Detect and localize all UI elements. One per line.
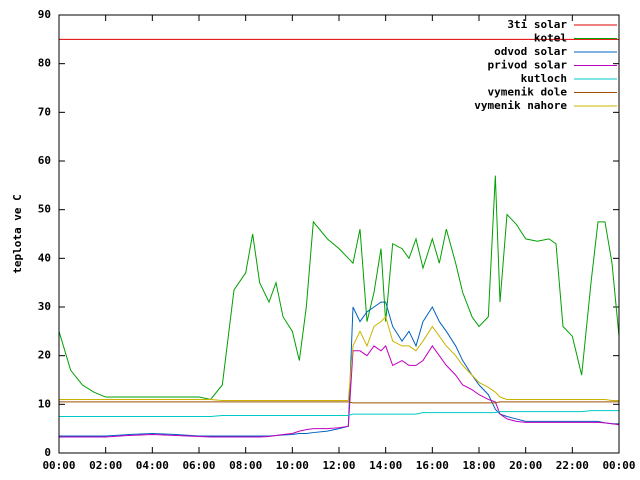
y-axis-label: teplota ve C <box>11 194 24 273</box>
x-tick-label: 04:00 <box>136 459 169 472</box>
y-tick-label: 60 <box>38 154 51 167</box>
y-tick-label: 40 <box>38 251 51 264</box>
y-tick-label: 10 <box>38 397 51 410</box>
y-tick-label: 30 <box>38 300 51 313</box>
x-tick-label: 10:00 <box>276 459 309 472</box>
legend-label: kutloch <box>521 72 567 85</box>
x-tick-label: 00:00 <box>42 459 75 472</box>
y-tick-label: 90 <box>38 8 51 21</box>
x-tick-label: 18:00 <box>462 459 495 472</box>
y-tick-label: 20 <box>38 349 51 362</box>
x-tick-label: 08:00 <box>229 459 262 472</box>
x-tick-label: 22:00 <box>556 459 589 472</box>
legend-label: kotel <box>534 32 567 45</box>
series-line <box>59 345 620 438</box>
x-tick-label: 14:00 <box>369 459 402 472</box>
y-tick-label: 50 <box>38 203 51 216</box>
series-line <box>59 315 619 401</box>
x-tick-label: 16:00 <box>416 459 449 472</box>
legend-label: odvod solar <box>494 45 567 58</box>
legend-label: vymenik dole <box>488 86 568 99</box>
x-tick-label: 00:00 <box>602 459 635 472</box>
x-tick-label: 02:00 <box>89 459 122 472</box>
y-tick-label: 80 <box>38 57 51 70</box>
plot-frame <box>58 14 620 454</box>
series-line <box>59 410 619 417</box>
series-line <box>59 401 619 404</box>
series-line <box>58 175 620 401</box>
legend-label: vymenik nahore <box>474 99 567 112</box>
x-tick-label: 12:00 <box>322 459 355 472</box>
x-tick-label: 20:00 <box>509 459 542 472</box>
y-tick-label: 70 <box>38 105 51 118</box>
legend-label: privod solar <box>488 59 568 72</box>
x-tick-label: 06:00 <box>182 459 215 472</box>
series-line <box>59 301 619 437</box>
y-tick-label: 0 <box>44 446 51 459</box>
legend-label: 3ti solar <box>507 18 567 31</box>
